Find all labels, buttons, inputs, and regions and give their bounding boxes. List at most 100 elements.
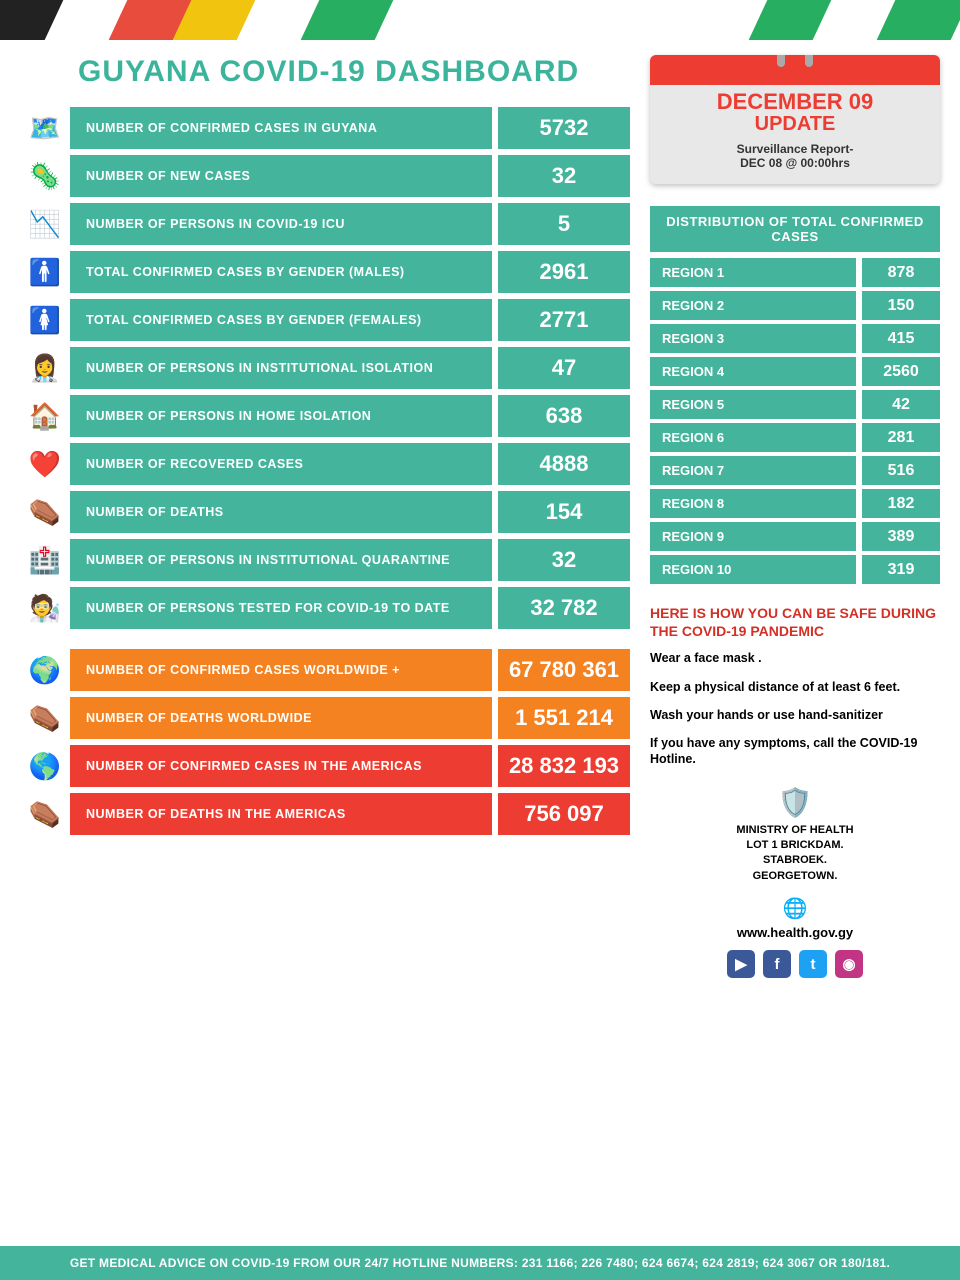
stat-value: 5 [498, 203, 630, 245]
stat-icon: 🏥 [20, 539, 70, 581]
stat-value: 154 [498, 491, 630, 533]
stat-icon: 🌍 [20, 649, 70, 691]
stat-row: ⚰️NUMBER OF DEATHS WORLDWIDE1 551 214 [20, 697, 630, 739]
world-stats-list: 🌍NUMBER OF CONFIRMED CASES WORLDWIDE +67… [20, 649, 630, 835]
region-label: REGION 1 [650, 258, 856, 287]
distribution-row: REGION 10319 [650, 555, 940, 584]
region-value: 516 [862, 456, 940, 485]
stats-list: 🗺️NUMBER OF CONFIRMED CASES IN GUYANA573… [20, 107, 630, 629]
stat-value: 28 832 193 [498, 745, 630, 787]
distribution-row: REGION 9389 [650, 522, 940, 551]
stat-icon: ❤️ [20, 443, 70, 485]
header-stripes [0, 0, 960, 40]
region-label: REGION 8 [650, 489, 856, 518]
stat-value: 5732 [498, 107, 630, 149]
stat-value: 47 [498, 347, 630, 389]
stat-row: 👩‍⚕️NUMBER OF PERSONS IN INSTITUTIONAL I… [20, 347, 630, 389]
stat-value: 2771 [498, 299, 630, 341]
stat-row: 🧑‍🔬NUMBER OF PERSONS TESTED FOR COVID-19… [20, 587, 630, 629]
distribution-row: REGION 6281 [650, 423, 940, 452]
stat-icon: 🌎 [20, 745, 70, 787]
update-calendar: DECEMBER 09 UPDATE Surveillance Report- … [650, 55, 940, 184]
safety-title: HERE IS HOW YOU CAN BE SAFE DURING THE C… [650, 604, 940, 640]
safety-item: Wear a face mask . [650, 650, 940, 666]
stat-label: NUMBER OF CONFIRMED CASES WORLDWIDE + [70, 649, 492, 691]
stat-icon: 📉 [20, 203, 70, 245]
distribution-row: REGION 3415 [650, 324, 940, 353]
stat-icon: 🦠 [20, 155, 70, 197]
stat-value: 4888 [498, 443, 630, 485]
region-label: REGION 6 [650, 423, 856, 452]
youtube-icon[interactable]: ▶ [727, 950, 755, 978]
stat-label: NUMBER OF CONFIRMED CASES IN GUYANA [70, 107, 492, 149]
stat-value: 756 097 [498, 793, 630, 835]
stat-icon: 🗺️ [20, 107, 70, 149]
stat-label: NUMBER OF PERSONS TESTED FOR COVID-19 TO… [70, 587, 492, 629]
stat-label: NUMBER OF NEW CASES [70, 155, 492, 197]
safety-item: Wash your hands or use hand-sanitizer [650, 707, 940, 723]
distribution-list: REGION 1878 REGION 2150 REGION 3415 REGION … [650, 258, 940, 584]
coat-of-arms-icon: 🛡️ [650, 786, 940, 819]
twitter-icon[interactable]: t [799, 950, 827, 978]
stat-icon: 🚹 [20, 251, 70, 293]
stat-row: 🌍NUMBER OF CONFIRMED CASES WORLDWIDE +67… [20, 649, 630, 691]
page-title: GUYANA COVID-19 DASHBOARD [78, 55, 630, 89]
distribution-row: REGION 8182 [650, 489, 940, 518]
region-label: REGION 4 [650, 357, 856, 386]
calendar-subtitle-1: Surveillance Report- [660, 142, 930, 156]
stat-row: ⚰️NUMBER OF DEATHS154 [20, 491, 630, 533]
stat-label: NUMBER OF PERSONS IN INSTITUTIONAL QUARA… [70, 539, 492, 581]
distribution-row: REGION 1878 [650, 258, 940, 287]
facebook-icon[interactable]: f [763, 950, 791, 978]
stat-row: 📉NUMBER OF PERSONS IN COVID-19 ICU5 [20, 203, 630, 245]
calendar-subtitle-2: DEC 08 @ 00:00hrs [660, 156, 930, 170]
stat-label: NUMBER OF PERSONS IN INSTITUTIONAL ISOLA… [70, 347, 492, 389]
stat-icon: 🚺 [20, 299, 70, 341]
stat-row: 🦠NUMBER OF NEW CASES32 [20, 155, 630, 197]
distribution-row: REGION 542 [650, 390, 940, 419]
stat-icon: ⚰️ [20, 697, 70, 739]
stat-row: 🌎NUMBER OF CONFIRMED CASES IN THE AMERIC… [20, 745, 630, 787]
ministry-line: GEORGETOWN. [650, 869, 940, 884]
region-label: REGION 9 [650, 522, 856, 551]
stat-row: ❤️NUMBER OF RECOVERED CASES4888 [20, 443, 630, 485]
stat-icon: 🧑‍🔬 [20, 587, 70, 629]
stat-label: NUMBER OF DEATHS WORLDWIDE [70, 697, 492, 739]
stat-label: NUMBER OF CONFIRMED CASES IN THE AMERICA… [70, 745, 492, 787]
stat-row: 🏠NUMBER OF PERSONS IN HOME ISOLATION638 [20, 395, 630, 437]
globe-icon: 🌐 [650, 896, 940, 921]
ministry-line: MINISTRY OF HEALTH [650, 823, 940, 838]
region-value: 281 [862, 423, 940, 452]
stat-value: 67 780 361 [498, 649, 630, 691]
stat-value: 32 [498, 155, 630, 197]
stat-value: 32 782 [498, 587, 630, 629]
stat-row: 🗺️NUMBER OF CONFIRMED CASES IN GUYANA573… [20, 107, 630, 149]
ministry-line: LOT 1 BRICKDAM. [650, 838, 940, 853]
instagram-icon[interactable]: ◉ [835, 950, 863, 978]
region-label: REGION 7 [650, 456, 856, 485]
calendar-update-label: UPDATE [660, 113, 930, 136]
stat-value: 1 551 214 [498, 697, 630, 739]
distribution-row: REGION 7516 [650, 456, 940, 485]
stat-icon: 🏠 [20, 395, 70, 437]
stat-label: NUMBER OF PERSONS IN COVID-19 ICU [70, 203, 492, 245]
region-value: 2560 [862, 357, 940, 386]
stat-label: NUMBER OF DEATHS IN THE AMERICAS [70, 793, 492, 835]
stat-row: 🚺TOTAL CONFIRMED CASES BY GENDER (FEMALE… [20, 299, 630, 341]
ministry-block: 🛡️ MINISTRY OF HEALTH LOT 1 BRICKDAM. ST… [650, 786, 940, 979]
social-links: ▶ f t ◉ [650, 950, 940, 978]
region-label: REGION 5 [650, 390, 856, 419]
stat-value: 638 [498, 395, 630, 437]
stat-row: 🚹TOTAL CONFIRMED CASES BY GENDER (MALES)… [20, 251, 630, 293]
region-value: 389 [862, 522, 940, 551]
region-value: 878 [862, 258, 940, 287]
stat-icon: 👩‍⚕️ [20, 347, 70, 389]
stat-icon: ⚰️ [20, 793, 70, 835]
website-url[interactable]: www.health.gov.gy [650, 925, 940, 940]
stat-label: TOTAL CONFIRMED CASES BY GENDER (FEMALES… [70, 299, 492, 341]
region-label: REGION 10 [650, 555, 856, 584]
distribution-row: REGION 42560 [650, 357, 940, 386]
distribution-row: REGION 2150 [650, 291, 940, 320]
safety-list: Wear a face mask .Keep a physical distan… [650, 650, 940, 767]
stat-value: 32 [498, 539, 630, 581]
